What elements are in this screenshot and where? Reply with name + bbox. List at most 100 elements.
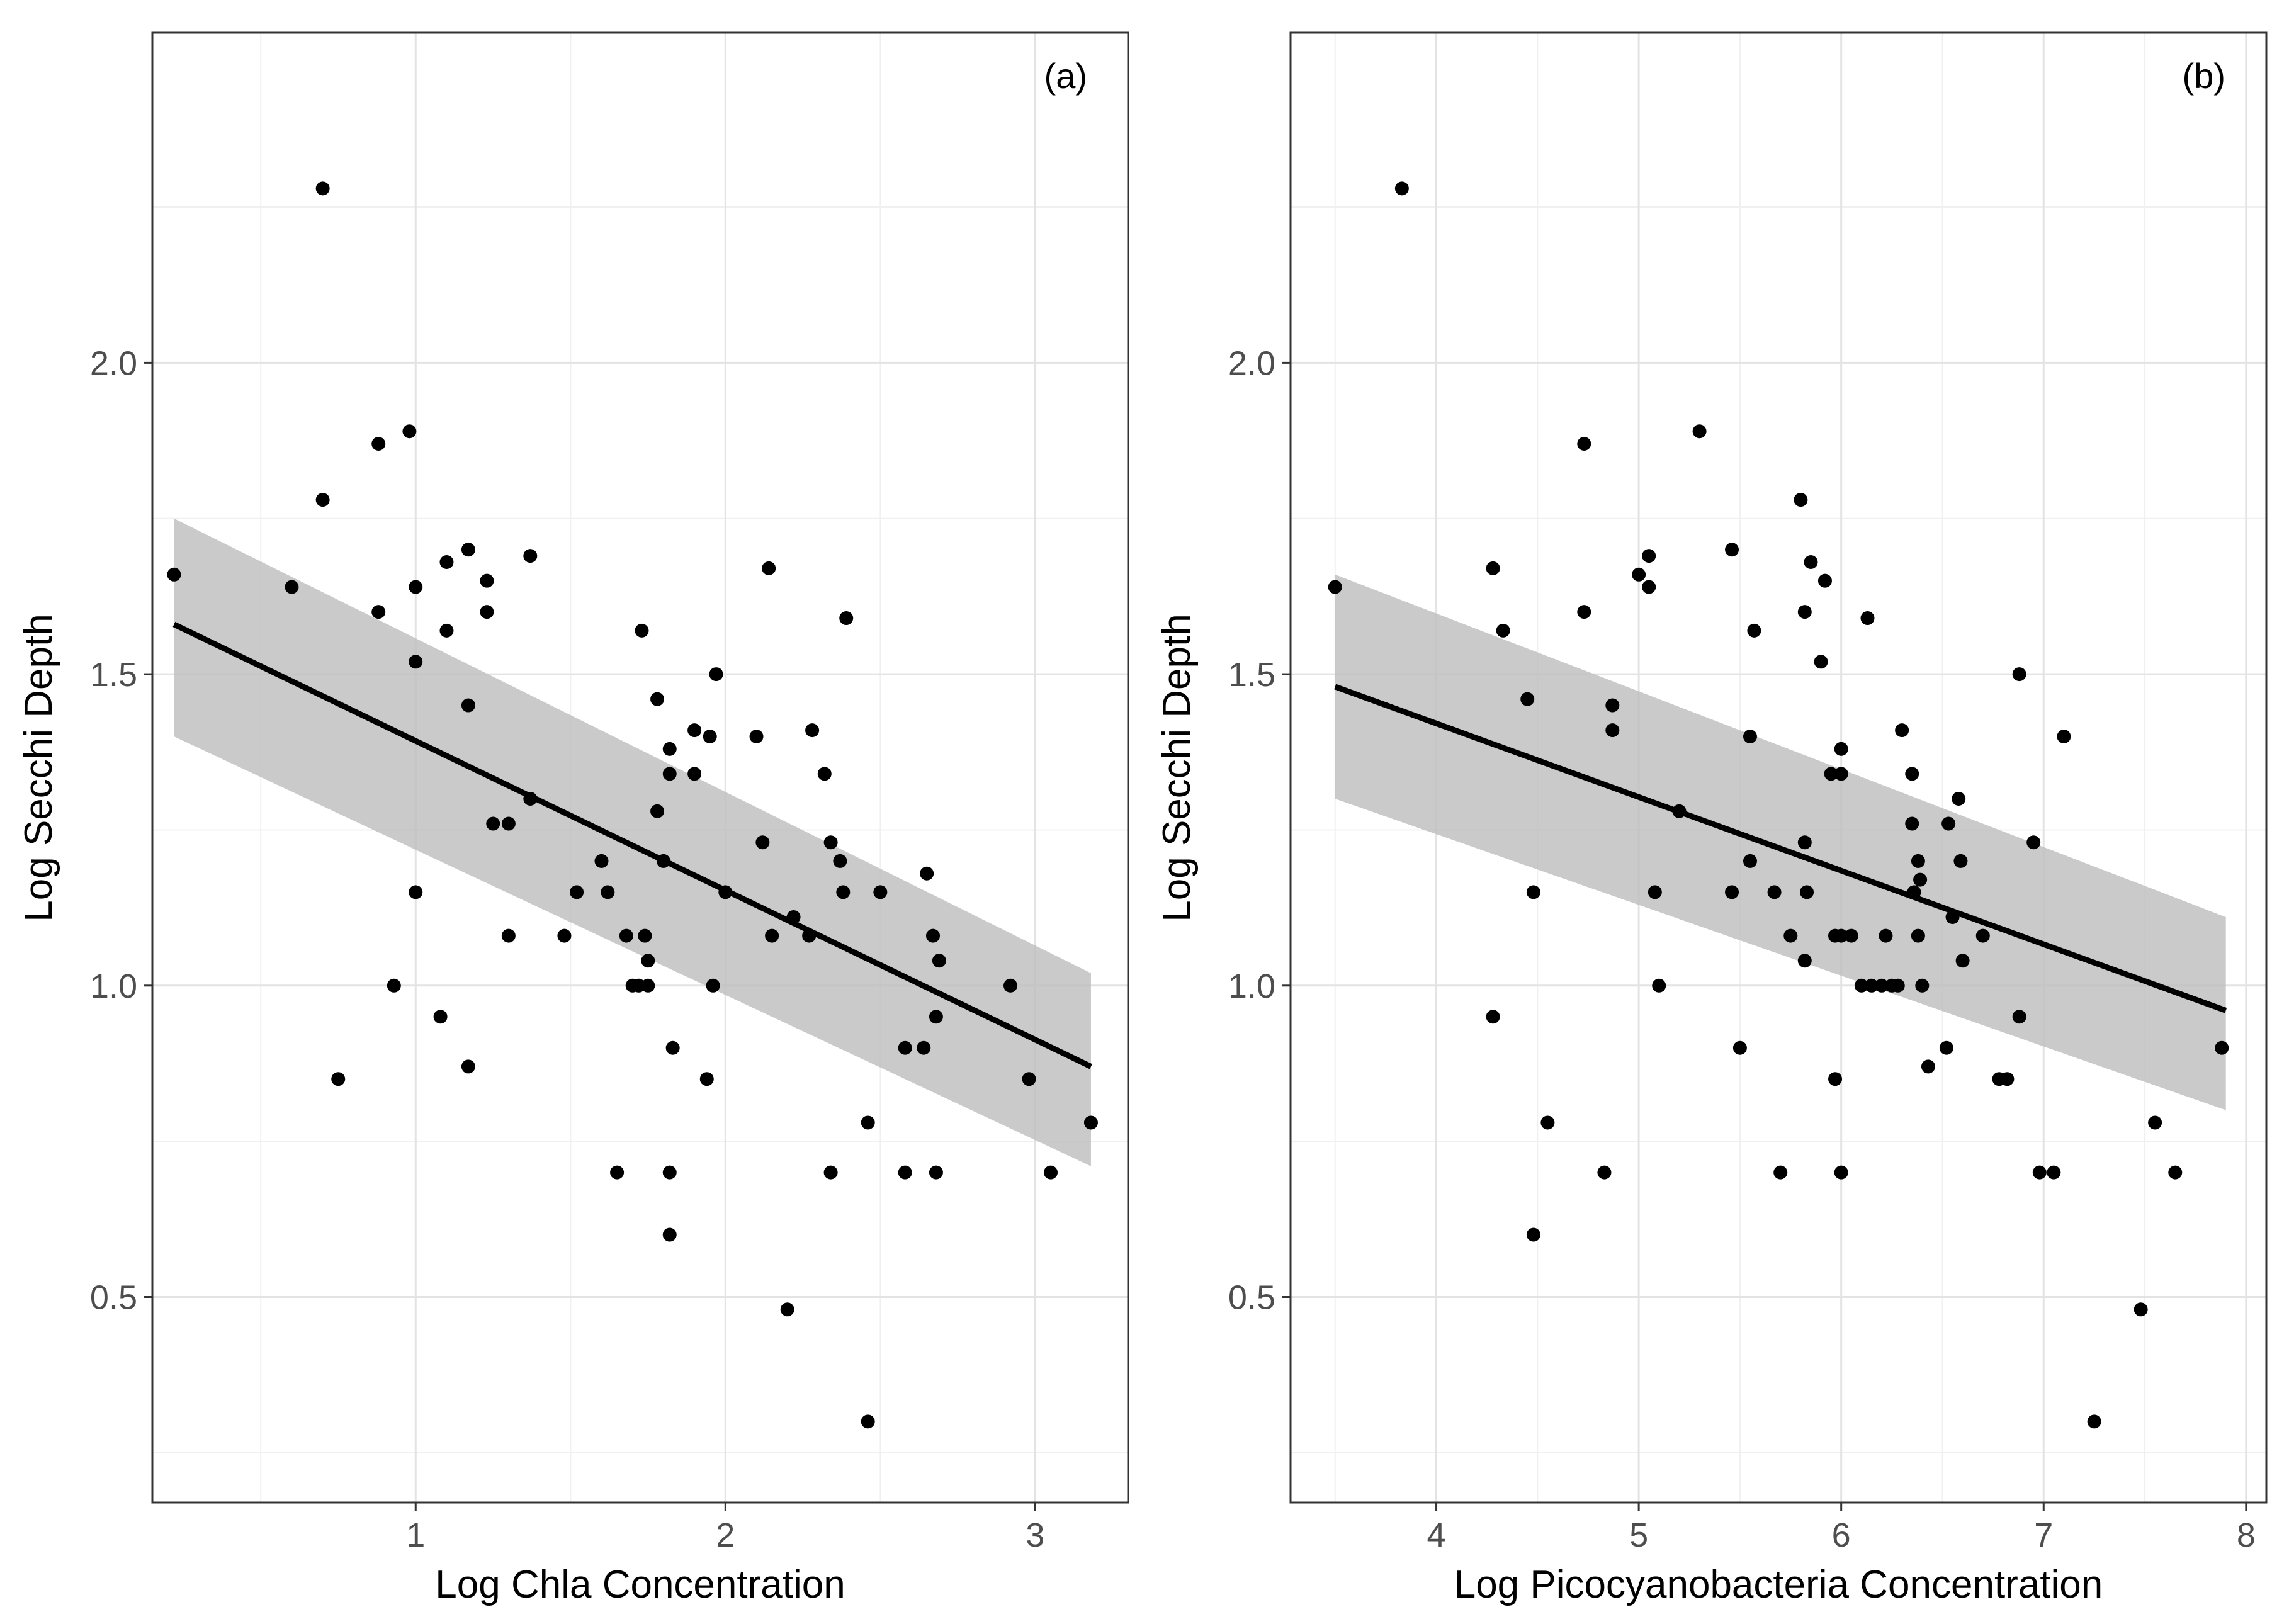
panel-border-a xyxy=(151,31,1129,1504)
ticks-b: 4 5 6 7 8 0.5 1.0 1.5 2.0 xyxy=(1228,344,2256,1554)
data-point xyxy=(501,928,516,943)
data-point xyxy=(1905,767,1919,781)
data-point xyxy=(1854,978,1868,993)
data-point xyxy=(1605,723,1620,738)
data-point xyxy=(1767,885,1782,899)
data-point xyxy=(1844,928,1858,943)
data-point xyxy=(1800,885,1814,899)
data-point xyxy=(439,555,454,569)
points-b xyxy=(1328,181,2229,1429)
data-point xyxy=(1941,816,1956,831)
data-point xyxy=(1864,978,1879,993)
y-axis-title-b: Log Secchi Depth xyxy=(1155,614,1199,922)
y-tick-label: 0.5 xyxy=(1228,1278,1275,1316)
data-point xyxy=(932,954,946,968)
data-point xyxy=(1003,978,1018,993)
data-point xyxy=(402,424,417,439)
data-point xyxy=(929,1010,943,1024)
panel-label-b: (b) xyxy=(2183,56,2225,96)
data-point xyxy=(2032,1165,2047,1180)
data-point xyxy=(709,667,723,682)
data-point xyxy=(920,866,934,881)
data-point xyxy=(1824,767,1838,781)
data-point xyxy=(1828,1072,1843,1086)
data-point xyxy=(1939,1040,1953,1055)
data-point xyxy=(805,723,820,738)
data-point xyxy=(839,611,854,626)
data-point xyxy=(898,1165,912,1180)
data-point xyxy=(1747,623,1761,638)
x-tick-label: 8 xyxy=(2237,1516,2256,1554)
data-point xyxy=(1642,580,1656,594)
y-tick-label: 2.0 xyxy=(90,344,137,382)
panel-label-a: (a) xyxy=(1044,56,1087,96)
data-point xyxy=(1743,730,1757,744)
x-tick-label: 7 xyxy=(2034,1516,2053,1554)
data-point xyxy=(1834,742,1848,756)
data-point xyxy=(1797,835,1812,850)
data-point xyxy=(2087,1414,2101,1429)
data-point xyxy=(1732,1040,1747,1055)
data-point xyxy=(1834,928,1848,943)
x-tick-label: 6 xyxy=(1832,1516,1851,1554)
data-point xyxy=(687,723,702,738)
data-point xyxy=(1632,567,1646,582)
data-point xyxy=(1921,1059,1935,1074)
data-point xyxy=(1952,791,1966,806)
data-point xyxy=(1895,723,1909,738)
data-point xyxy=(817,767,832,781)
data-point xyxy=(285,580,299,594)
data-point xyxy=(371,437,386,451)
data-point xyxy=(409,655,423,669)
data-point xyxy=(749,730,764,744)
data-point xyxy=(861,1414,875,1429)
data-point xyxy=(699,1072,714,1086)
x-tick-label: 1 xyxy=(406,1516,425,1554)
data-point xyxy=(836,885,851,899)
data-point xyxy=(1725,543,1739,557)
data-point xyxy=(315,181,330,196)
data-point xyxy=(1520,692,1535,706)
data-point xyxy=(331,1072,346,1086)
data-point xyxy=(461,543,475,557)
data-point xyxy=(1953,854,1968,868)
data-point xyxy=(823,1165,838,1180)
data-point xyxy=(2168,1165,2183,1180)
data-point xyxy=(1642,549,1656,563)
data-point xyxy=(1834,1165,1848,1180)
data-point xyxy=(1496,623,1510,638)
data-point xyxy=(1692,424,1707,439)
data-point xyxy=(780,1302,794,1317)
data-point xyxy=(823,835,838,850)
data-point xyxy=(929,1165,943,1180)
data-point xyxy=(1875,978,1889,993)
data-point xyxy=(371,605,386,619)
y-tick-label: 1.5 xyxy=(90,656,137,694)
data-point xyxy=(594,854,609,868)
data-point xyxy=(315,493,330,507)
data-point xyxy=(662,1227,677,1242)
data-point xyxy=(1605,698,1620,713)
data-point xyxy=(650,804,665,818)
data-point xyxy=(638,928,652,943)
data-point xyxy=(898,1040,912,1055)
data-point xyxy=(2047,1165,2061,1180)
data-point xyxy=(610,1165,625,1180)
data-point xyxy=(1648,885,1662,899)
x-tick-label: 5 xyxy=(1629,1516,1648,1554)
data-point xyxy=(1486,1010,1500,1024)
data-point xyxy=(1652,978,1666,993)
data-point xyxy=(387,978,401,993)
data-point xyxy=(1783,928,1798,943)
data-point xyxy=(873,885,888,899)
data-point xyxy=(917,1040,931,1055)
data-point xyxy=(1955,954,1970,968)
data-point xyxy=(706,978,720,993)
data-point xyxy=(1773,1165,1788,1180)
y-tick-label: 1.0 xyxy=(1228,967,1275,1005)
data-point xyxy=(1913,872,1928,887)
x-tick-label: 4 xyxy=(1427,1516,1446,1554)
data-point xyxy=(1797,954,1812,968)
data-point xyxy=(703,730,717,744)
